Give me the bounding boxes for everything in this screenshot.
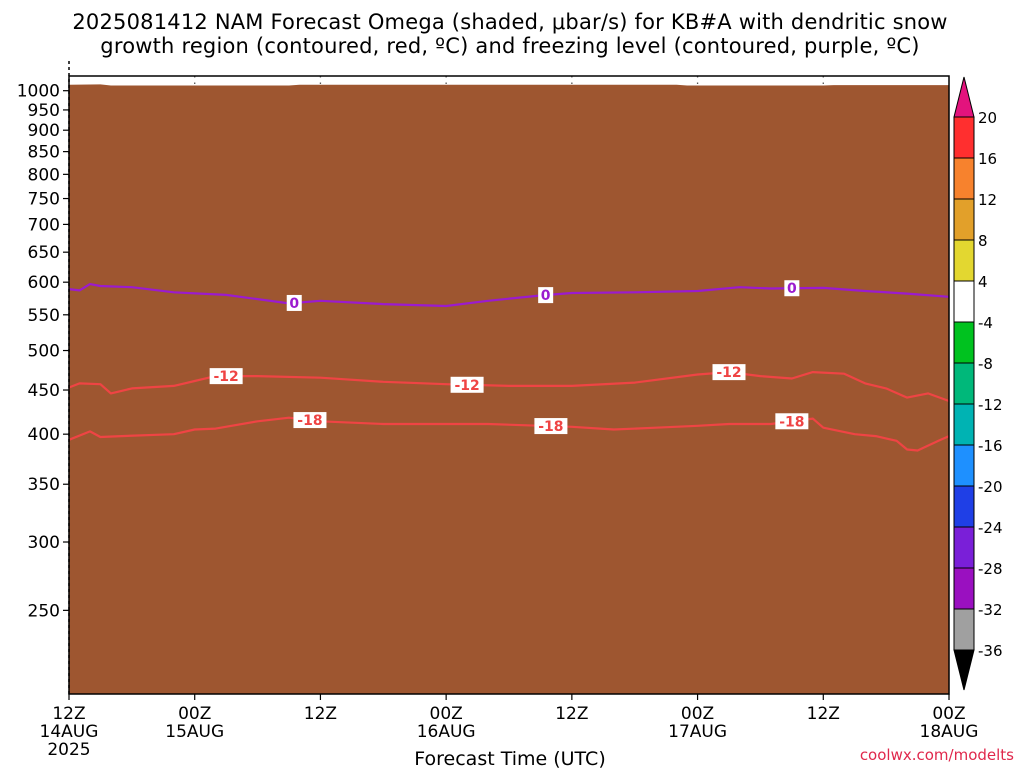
contour-label-bg	[450, 376, 484, 393]
y-tick-label: 300	[28, 533, 60, 553]
colorbar-legend: 20 16 12 8 4 -4 -8 -12 -16 -20 -24 -28 -32 -36	[953, 76, 1003, 691]
y-tick-label: 900	[28, 121, 60, 141]
x-tick-label: 12Z	[555, 704, 588, 724]
x-tick-date: 18AUG	[920, 722, 979, 742]
x-tick-label: 00Z	[932, 704, 965, 724]
y-tick-label: 250	[28, 601, 60, 621]
chart-title-line-1: 2025081412 NAM Forecast Omega (shaded, μ…	[72, 10, 947, 34]
y-tick-label: 600	[28, 273, 60, 293]
colorbar-tick-label: 4	[978, 273, 988, 291]
x-tick-label: 00Z	[681, 704, 714, 724]
colorbar-swatch	[953, 362, 975, 405]
source-credit[interactable]: coolwx.com/modelts	[860, 746, 1014, 764]
contour-label: 0	[289, 296, 299, 312]
y-tick-label: 400	[28, 425, 60, 445]
colorbar-tick-label: 16	[978, 150, 997, 168]
x-tick-date: 16AUG	[417, 722, 476, 742]
y-tick-label: 750	[28, 190, 60, 210]
contour-label-bg	[784, 280, 800, 297]
x-tick-label: 12Z	[52, 704, 85, 724]
contour-label: -12	[716, 365, 741, 381]
x-tick-date: 15AUG	[165, 722, 224, 742]
colorbar-swatch	[953, 567, 975, 610]
x-tick-date: 14AUG	[40, 722, 99, 742]
y-tick-label: 950	[28, 101, 60, 121]
colorbar-tick-label: -8	[978, 355, 993, 373]
y-tick-label: 500	[28, 342, 60, 362]
contour-label: -12	[213, 369, 238, 385]
colorbar-tick-label: 20	[978, 109, 997, 127]
contour-label-bg	[293, 412, 327, 429]
contour-line	[68, 371, 950, 403]
x-tick-label: 00Z	[178, 704, 211, 724]
x-tick-year: 2025	[47, 740, 90, 760]
colorbar-tick-label: -16	[978, 437, 1003, 455]
contour-line	[68, 416, 950, 452]
terrain-fill	[69, 84, 949, 694]
y-tick-label: 1000	[17, 82, 60, 102]
plot-area: -18 -18 -18 -12 -12 -12 0 0 0 250 300 350 400 450 500 5…	[17, 61, 979, 760]
colorbar-swatch	[953, 157, 975, 200]
colorbar-swatch	[953, 198, 975, 241]
contour-label: -18	[538, 419, 563, 435]
y-tick-label: 850	[28, 143, 60, 163]
y-tick-label: 450	[28, 381, 60, 401]
colorbar-swatch	[953, 321, 975, 364]
colorbar-tick-label: -36	[978, 642, 1003, 660]
contour-label-bg	[209, 368, 243, 385]
colorbar-swatch	[953, 403, 975, 446]
contour-label-bg	[286, 294, 302, 311]
colorbar-swatch	[953, 239, 975, 282]
colorbar-tick-label: 12	[978, 191, 997, 209]
colorbar-tick-label: -12	[978, 396, 1003, 414]
y-tick-label: 650	[28, 243, 60, 263]
y-tick-label: 550	[28, 306, 60, 326]
y-tick-label: 700	[28, 215, 60, 235]
contour-label: 0	[787, 281, 797, 297]
contour-label-bg	[712, 364, 746, 381]
colorbar-swatch	[953, 116, 975, 159]
colorbar-tick-label: -20	[978, 478, 1003, 496]
colorbar-swatch	[953, 485, 975, 528]
chart-title-line-2: growth region (contoured, red, ºC) and f…	[100, 34, 919, 58]
colorbar-tick-label: -32	[978, 601, 1003, 619]
x-tick-label: 12Z	[807, 704, 840, 724]
colorbar-tick-label: -28	[978, 560, 1003, 578]
contour-label: -12	[454, 378, 479, 394]
contour-label-bg	[538, 287, 554, 304]
contour-label: -18	[297, 413, 322, 429]
y-tick-label: 350	[28, 475, 60, 495]
contour-label-bg	[775, 413, 809, 430]
colorbar-bottom-arrow	[953, 649, 975, 691]
colorbar-tick-label: -24	[978, 519, 1003, 537]
colorbar-swatch	[953, 444, 975, 487]
colorbar-swatch	[953, 526, 975, 569]
contour-label: -18	[779, 414, 804, 430]
x-tick-date: 17AUG	[668, 722, 727, 742]
x-tick-label: 12Z	[304, 704, 337, 724]
x-tick-label: 00Z	[430, 704, 463, 724]
colorbar-tick-label: -4	[978, 314, 993, 332]
colorbar-tick-label: 8	[978, 232, 988, 250]
contour-label-bg	[534, 418, 568, 435]
colorbar-swatch	[953, 280, 975, 323]
contour-label: 0	[541, 288, 551, 304]
colorbar-swatch	[953, 608, 975, 651]
y-tick-label: 800	[28, 165, 60, 185]
x-axis-label: Forecast Time (UTC)	[414, 748, 605, 768]
